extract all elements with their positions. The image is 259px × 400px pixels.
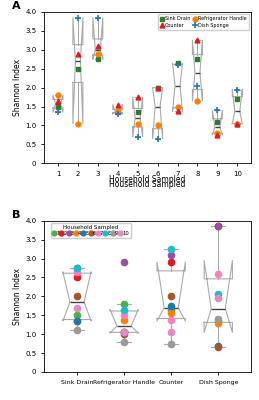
Y-axis label: Shannon Index: Shannon Index	[13, 59, 22, 116]
Text: A: A	[12, 1, 20, 11]
Y-axis label: Shannon Index: Shannon Index	[13, 268, 22, 325]
Legend: Sink Drain, Counter, Refrigerator Handle, Dish Sponge: Sink Drain, Counter, Refrigerator Handle…	[158, 14, 249, 30]
Text: B: B	[12, 210, 20, 220]
X-axis label: Household Sampled: Household Sampled	[110, 180, 186, 189]
Legend: 1, 2, 3, 4, 5, 6, 7, 8, 9, 10: 1, 2, 3, 4, 5, 6, 7, 8, 9, 10	[51, 223, 131, 238]
Title: Household Sampled: Household Sampled	[110, 175, 186, 184]
